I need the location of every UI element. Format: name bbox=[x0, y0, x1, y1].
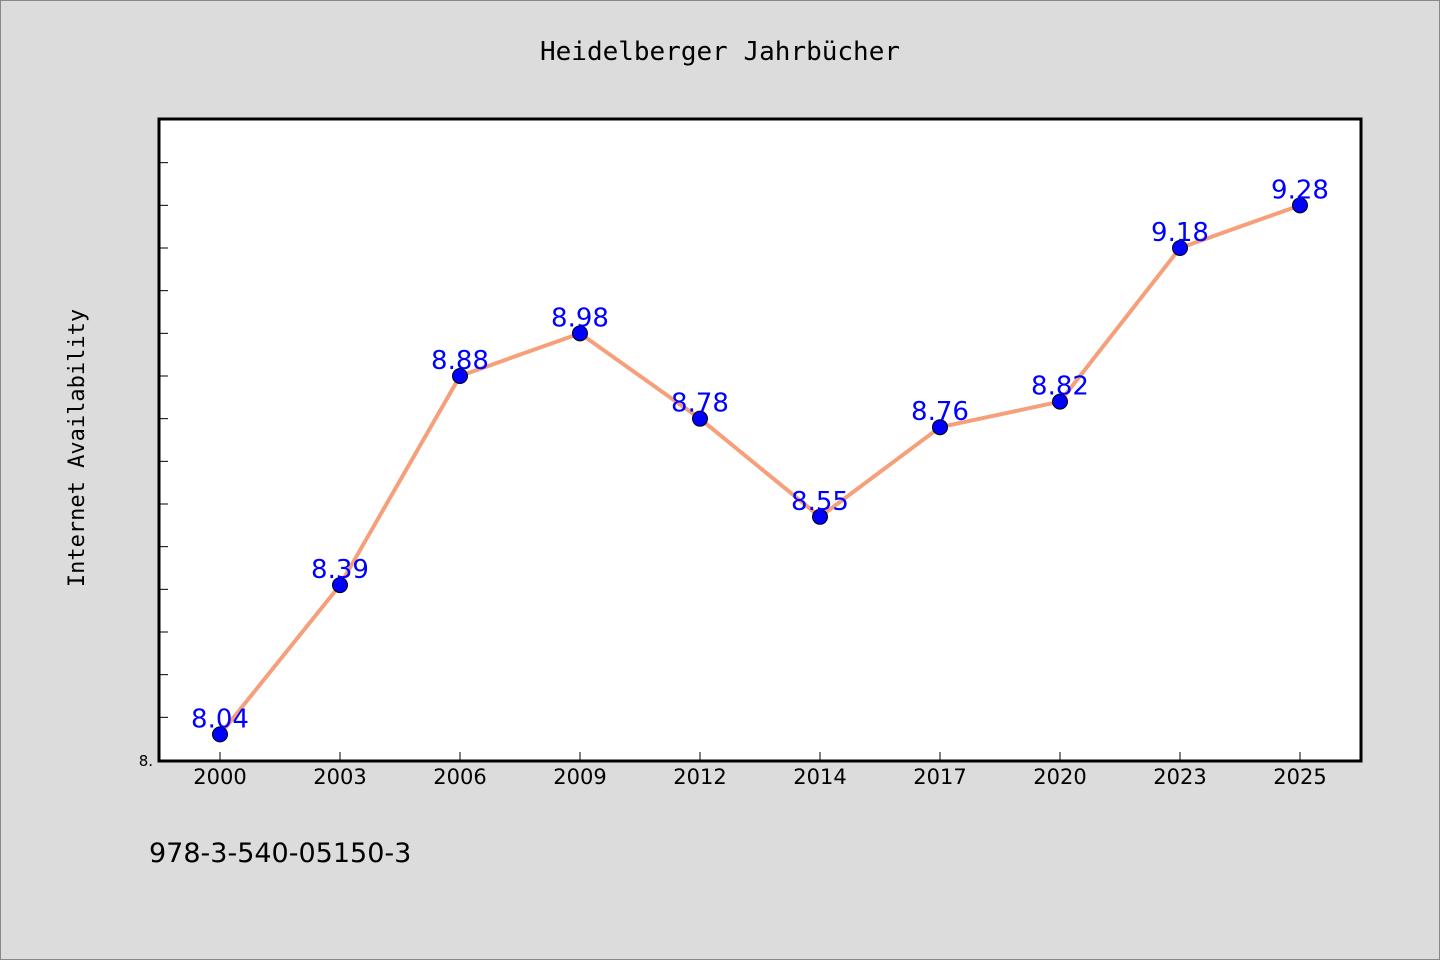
series-line-group bbox=[218, 203, 1301, 736]
data-point bbox=[1172, 240, 1188, 256]
data-label: 8.04 bbox=[191, 704, 249, 734]
data-label: 8.82 bbox=[1031, 372, 1089, 402]
data-label: 9.18 bbox=[1151, 218, 1209, 248]
y-axis-ticks bbox=[160, 162, 168, 718]
x-tick-label: 2000 bbox=[193, 765, 246, 789]
data-point bbox=[572, 325, 588, 342]
data-label: 8.78 bbox=[671, 389, 729, 419]
series-line bbox=[218, 203, 1301, 736]
x-tick-label: 2003 bbox=[313, 765, 366, 789]
data-markers bbox=[212, 197, 1308, 743]
data-label: 8.98 bbox=[551, 303, 609, 333]
data-labels: 8.04 8.39 8.88 8.98 8.78 8.55 8.76 8.82 9.18 9.28 bbox=[191, 175, 1329, 734]
x-tick-label: 2012 bbox=[673, 765, 726, 789]
data-label: 9.28 bbox=[1271, 175, 1329, 205]
data-point bbox=[692, 410, 708, 427]
x-axis-ticks: 2000 2003 2006 2009 2012 2014 2017 2020 2023 2025 bbox=[193, 752, 1327, 789]
y-tick-label: 8. bbox=[139, 752, 153, 770]
x-tick-label: 2006 bbox=[433, 765, 486, 789]
x-tick-label: 2017 bbox=[913, 765, 966, 789]
data-label: 8.55 bbox=[791, 487, 849, 517]
data-label: 8.88 bbox=[431, 346, 489, 376]
x-tick-label: 2009 bbox=[553, 765, 606, 789]
data-point bbox=[1052, 393, 1068, 410]
data-point bbox=[1292, 197, 1308, 214]
plot-area bbox=[157, 117, 1363, 763]
data-point bbox=[332, 577, 348, 594]
x-tick-label: 2023 bbox=[1153, 765, 1206, 789]
x-tick-label: 2025 bbox=[1273, 765, 1326, 789]
data-label: 8.39 bbox=[311, 555, 369, 585]
isbn-footer: 978-3-540-05150-3 bbox=[149, 838, 411, 869]
x-tick-label: 2014 bbox=[793, 765, 846, 789]
chart-title: Heidelberger Jahrbücher bbox=[540, 37, 900, 67]
data-label: 8.76 bbox=[911, 397, 969, 427]
data-point bbox=[212, 726, 228, 743]
data-point bbox=[812, 508, 828, 525]
x-tick-label: 2020 bbox=[1033, 765, 1086, 789]
data-point bbox=[452, 368, 468, 384]
y-axis-label: Internet Availability bbox=[65, 309, 90, 587]
data-point bbox=[932, 419, 948, 436]
